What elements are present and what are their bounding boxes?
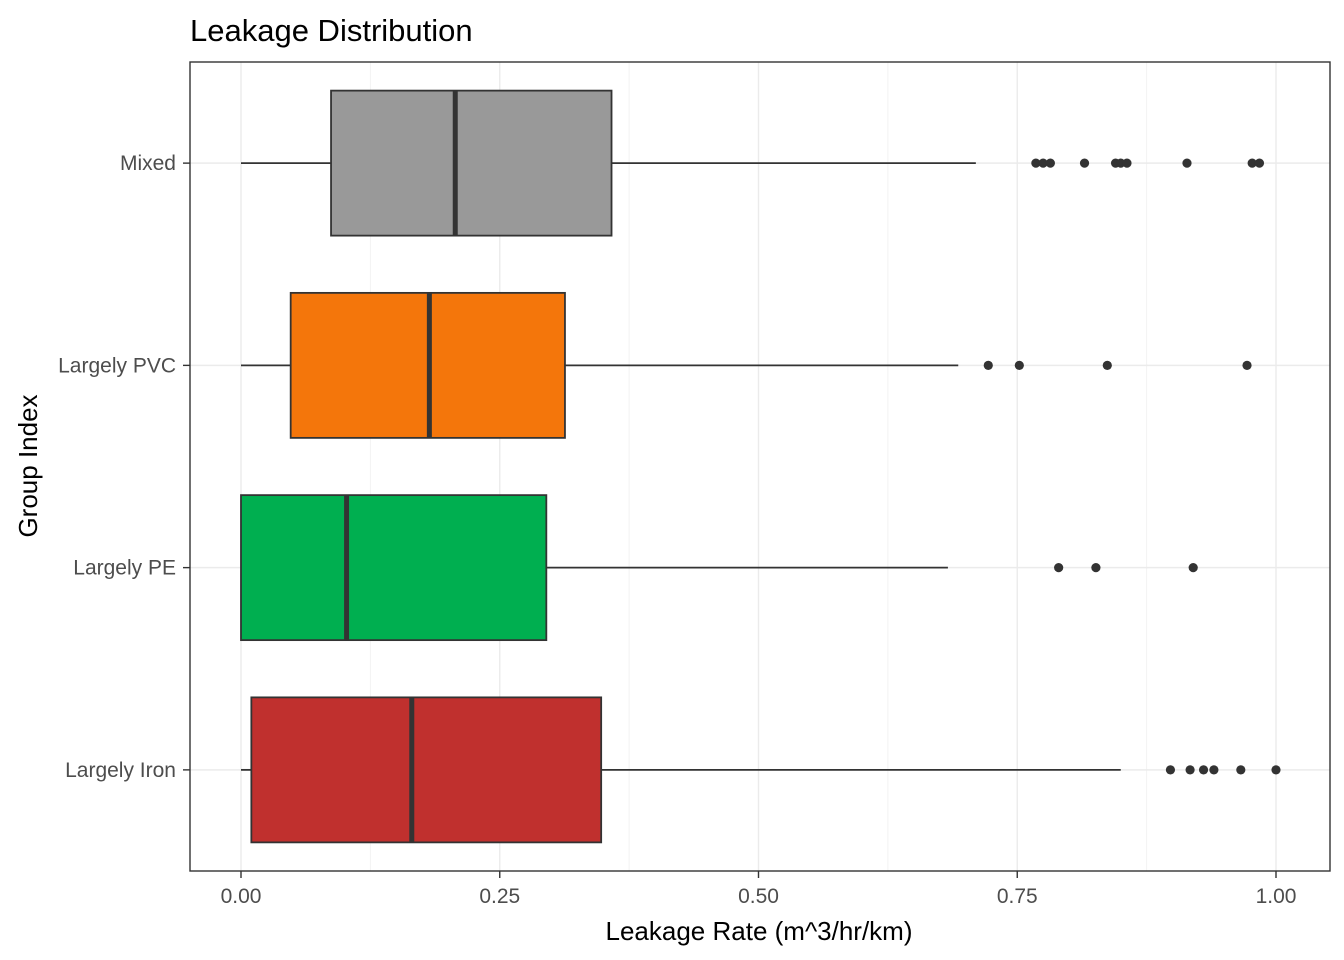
box bbox=[330, 89, 613, 237]
x-tick-label: 0.50 bbox=[738, 885, 779, 908]
box-group bbox=[240, 494, 1198, 642]
x-tick-label: 1.00 bbox=[1256, 885, 1297, 908]
outlier-point bbox=[1271, 765, 1281, 775]
outlier-point bbox=[1102, 360, 1112, 370]
outlier-point bbox=[1198, 765, 1209, 775]
outlier-point bbox=[1236, 765, 1246, 775]
box bbox=[250, 696, 603, 844]
outlier-point bbox=[1038, 158, 1048, 168]
outlier-point bbox=[1254, 158, 1265, 168]
outlier-point bbox=[1054, 563, 1064, 573]
x-tick-label: 0.75 bbox=[997, 885, 1038, 908]
box-group bbox=[241, 291, 1252, 439]
outlier-point bbox=[1242, 360, 1252, 370]
x-tick-label: 0.25 bbox=[479, 885, 520, 908]
outlier-point bbox=[1079, 158, 1090, 168]
outlier-point bbox=[1247, 158, 1257, 168]
box-layer bbox=[240, 89, 1281, 844]
box bbox=[240, 494, 548, 642]
chart-title: Leakage Distribution bbox=[190, 13, 473, 48]
outlier-point bbox=[983, 360, 993, 370]
box-group bbox=[241, 89, 1265, 237]
outlier-point bbox=[1045, 158, 1055, 168]
y-axis-title: Group Index bbox=[13, 394, 43, 537]
plot-panel-border bbox=[189, 61, 1331, 872]
y-tick-label: Largely Iron bbox=[65, 759, 176, 782]
x-axis: 0.00 0.25 0.50 0.75 1.00 bbox=[221, 871, 1297, 908]
outlier-point bbox=[1188, 563, 1198, 573]
x-axis-title: Leakage Rate (m^3/hr/km) bbox=[606, 916, 913, 946]
outlier-point bbox=[1182, 158, 1192, 168]
outlier-point bbox=[1209, 765, 1219, 775]
box-group bbox=[241, 696, 1281, 844]
y-tick-label: Largely PE bbox=[73, 557, 176, 580]
y-tick-label: Mixed bbox=[120, 152, 176, 175]
y-tick-label: Largely PVC bbox=[58, 354, 176, 377]
outlier-point bbox=[1091, 563, 1101, 573]
outlier-point bbox=[1165, 765, 1176, 775]
outlier-point bbox=[1014, 360, 1024, 370]
y-axis: Largely Iron Largely PE Largely PVC Mixed bbox=[58, 152, 190, 782]
outlier-point bbox=[1031, 158, 1041, 168]
outlier-point bbox=[1185, 765, 1195, 775]
x-tick-label: 0.00 bbox=[221, 885, 262, 908]
outlier-point bbox=[1122, 158, 1132, 168]
